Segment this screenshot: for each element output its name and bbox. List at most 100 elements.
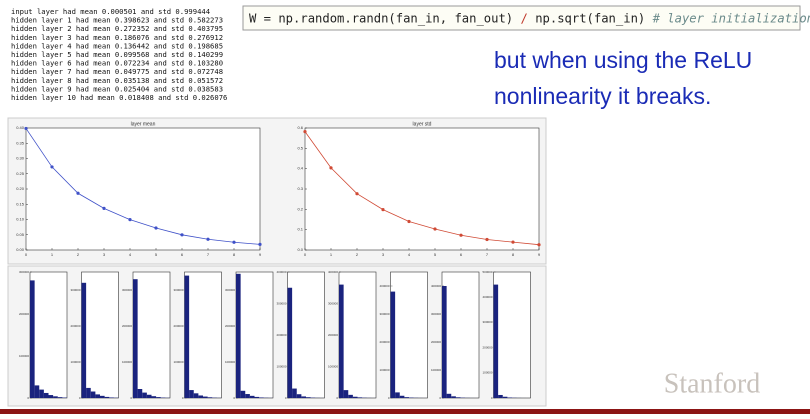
histogram-bar: [503, 397, 508, 398]
histogram-bar: [156, 397, 161, 398]
histogram-bar: [100, 396, 105, 398]
histogram-bar: [306, 397, 311, 398]
histogram-bar: [49, 395, 54, 398]
histogram-bar: [105, 397, 110, 398]
data-point: [128, 218, 131, 221]
y-tick-label: 300000: [173, 288, 183, 292]
y-tick-label: 200000: [431, 340, 441, 344]
y-tick-label: 300000: [122, 288, 132, 292]
plot-area: [305, 128, 539, 250]
footer-strip: [0, 409, 810, 414]
y-tick-label: 0.4: [297, 166, 303, 171]
data-point: [407, 220, 410, 223]
data-point: [50, 165, 53, 168]
histogram-bar: [152, 396, 157, 398]
data-point: [206, 238, 209, 241]
histogram-bar: [292, 389, 297, 398]
y-tick-label: 100000: [328, 364, 338, 368]
histogram-bar: [498, 395, 503, 398]
data-point: [485, 238, 488, 241]
y-tick-label: 100000: [173, 360, 183, 364]
data-point: [76, 192, 79, 195]
plot-area: [442, 272, 479, 398]
y-tick-label: 0.6: [297, 125, 303, 130]
y-tick-label: 0.05: [16, 232, 25, 237]
histogram-bar: [447, 394, 452, 398]
histogram-bar: [358, 397, 363, 398]
y-tick-label: 100000: [276, 364, 286, 368]
data-point: [303, 130, 306, 133]
data-point: [459, 234, 462, 237]
y-tick-label: 0.35: [16, 140, 25, 145]
histogram-bar: [109, 397, 114, 398]
y-tick-label: 300000: [431, 312, 441, 316]
y-tick-label: 300000: [19, 270, 29, 274]
histogram-bar: [91, 392, 96, 398]
histogram-bar: [348, 395, 353, 398]
chart-title: layer std: [413, 121, 432, 127]
y-tick-label: 400000: [379, 284, 389, 288]
histogram-bar: [44, 393, 49, 398]
histogram-bar: [203, 397, 208, 398]
y-tick-label: 200000: [122, 324, 132, 328]
code-line: W = np.random.randn(fan_in, fan_out) / n…: [249, 11, 810, 25]
y-tick-label: 0.0: [297, 247, 303, 252]
plot-area: [133, 272, 170, 398]
histogram-bar: [241, 391, 246, 398]
y-tick-label: 0.15: [16, 201, 25, 206]
y-tick-label: 300000: [328, 301, 338, 305]
y-tick-label: 0.20: [16, 186, 25, 191]
y-tick-label: 300000: [276, 301, 286, 305]
plot-area: [26, 128, 260, 250]
code-operator: /: [521, 11, 528, 25]
y-tick-label: 100000: [379, 368, 389, 372]
y-tick-label: 0.00: [16, 247, 25, 252]
histogram-bar: [194, 393, 199, 398]
code-comment: # layer initialization: [652, 11, 810, 25]
histogram-bar: [395, 392, 400, 398]
data-point: [180, 233, 183, 236]
histogram-bar: [133, 279, 138, 398]
plot-area: [82, 272, 119, 398]
histogram-bar: [147, 395, 152, 398]
data-point: [381, 208, 384, 211]
histogram-bar: [344, 390, 349, 398]
y-tick-label: 100000: [431, 368, 441, 372]
y-tick-label: 100000: [122, 360, 132, 364]
y-tick-label: 300000: [482, 320, 492, 324]
histogram-bar: [494, 285, 499, 398]
y-tick-label: 400000: [482, 295, 492, 299]
histogram-bar: [297, 394, 302, 398]
y-tick-label: 400000: [328, 270, 338, 274]
histogram-bar: [185, 276, 190, 398]
plot-area: [236, 272, 273, 398]
histogram-bar: [236, 274, 241, 398]
plot-area: [30, 272, 67, 398]
caption-line: nonlinearity it breaks.: [494, 83, 711, 109]
histogram-bar: [456, 397, 461, 398]
data-point: [232, 241, 235, 244]
histogram-bar: [35, 385, 40, 398]
histogram-bar: [86, 388, 91, 398]
data-point: [154, 226, 157, 229]
chart-title: layer mean: [131, 121, 156, 127]
histogram-bar: [451, 396, 456, 398]
data-point: [329, 166, 332, 169]
histogram-bar: [82, 283, 87, 398]
histogram-bar: [442, 286, 447, 398]
histogram-bar: [138, 389, 143, 398]
data-point: [537, 243, 540, 246]
histogram-bar: [39, 390, 44, 398]
y-tick-label: 0.30: [16, 156, 25, 161]
caption-line: but when using the ReLU: [494, 47, 752, 73]
data-point: [355, 192, 358, 195]
data-point: [433, 227, 436, 230]
histogram-bar: [30, 280, 35, 398]
histogram-bar: [208, 397, 213, 398]
y-tick-label: 0.25: [16, 171, 25, 176]
y-tick-label: 200000: [70, 324, 80, 328]
plot-area: [339, 272, 376, 398]
y-tick-label: 0.10: [16, 217, 25, 222]
histogram-bar: [58, 397, 63, 398]
histogram-bar: [404, 397, 409, 398]
